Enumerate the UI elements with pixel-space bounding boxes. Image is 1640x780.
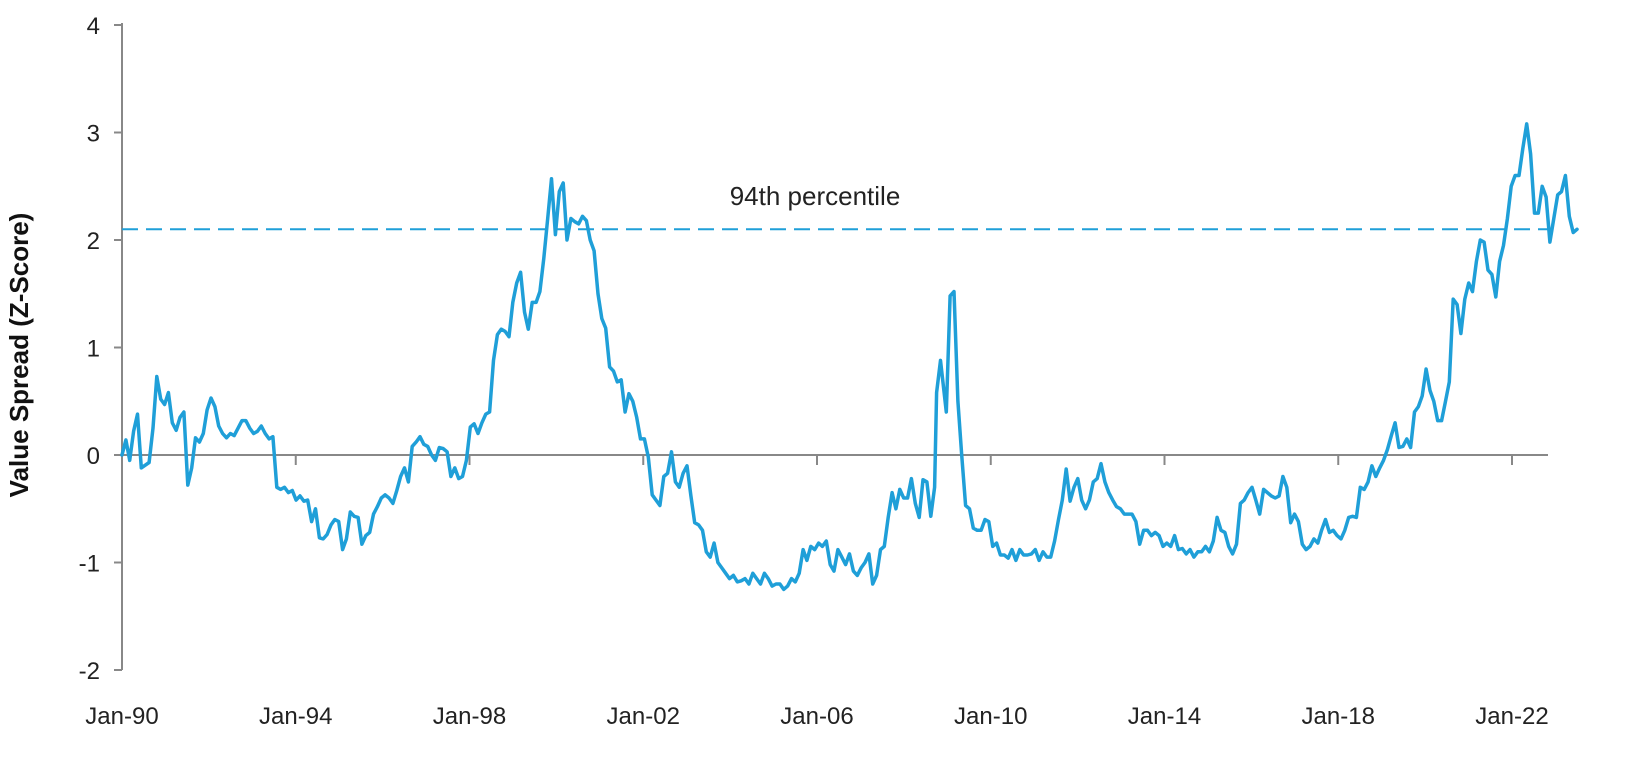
y-tick-label: 4 (87, 13, 100, 40)
x-tick-label: Jan-22 (1475, 703, 1548, 730)
tick-labels: -2 -1 0 1 2 3 4 Jan-90 Jan-94 Jan-98 Jan-02 Jan-06 J… (79, 13, 1549, 730)
x-tick-label: Jan-02 (607, 703, 680, 730)
y-tick-label: 0 (87, 443, 100, 470)
y-tick-label: 1 (87, 336, 100, 363)
x-tick-label: Jan-98 (433, 703, 506, 730)
series-group (120, 122, 1579, 592)
x-tick-label: Jan-90 (85, 703, 158, 730)
x-tick-label: Jan-94 (259, 703, 332, 730)
y-tick-label: -1 (79, 551, 100, 578)
axes (114, 23, 1548, 671)
y-axis-title: Value Spread (Z-Score) (4, 213, 34, 498)
y-tick-label: 2 (87, 228, 100, 255)
x-tick-label: Jan-14 (1128, 703, 1201, 730)
x-tick-label: Jan-06 (780, 703, 853, 730)
x-tick-label: Jan-18 (1302, 703, 1375, 730)
y-tick-label: 3 (87, 121, 100, 148)
reference-line-label: 94th percentile (730, 181, 901, 211)
series-line (120, 122, 1579, 592)
x-tick-label: Jan-10 (954, 703, 1027, 730)
y-tick-label: -2 (79, 658, 100, 685)
